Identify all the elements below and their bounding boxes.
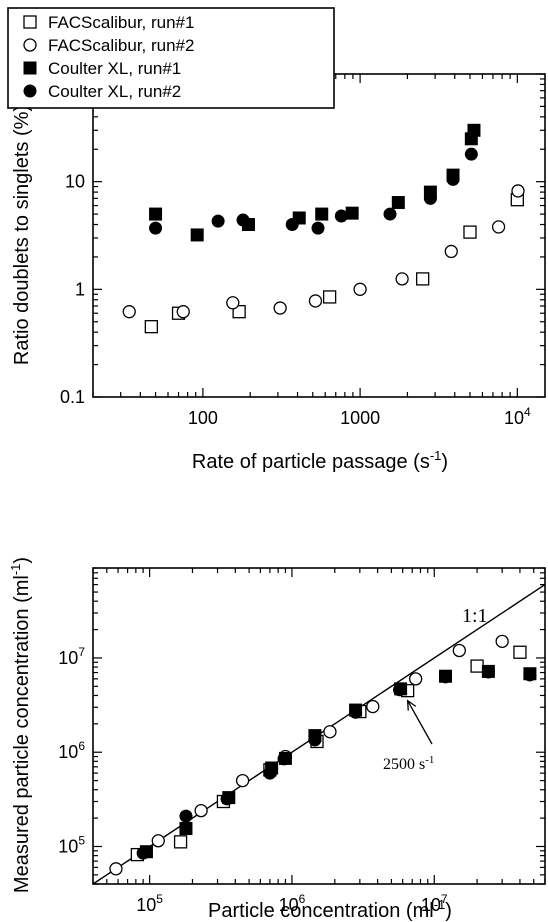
data-point <box>235 773 250 788</box>
data-point <box>285 218 299 232</box>
y-axis-label: Measured particle concentration (ml-1) <box>8 557 33 893</box>
data-point <box>179 809 193 823</box>
legend-box <box>7 7 335 109</box>
data-point <box>277 752 291 766</box>
y-tick-label: 107 <box>58 645 85 668</box>
y-tick-label: 0.1 <box>60 387 85 407</box>
data-point <box>308 733 322 747</box>
data-point <box>439 670 453 684</box>
data-point <box>311 221 325 235</box>
data-point <box>495 634 509 649</box>
data-point <box>383 207 397 221</box>
data-point <box>470 659 484 673</box>
x-tick-label: 1000 <box>340 408 380 428</box>
concentration-chart: 105 106 107 105 106 107 1:1 2500 s-1 Particl… <box>8 557 546 922</box>
data-point <box>263 766 277 780</box>
x-axis-ticks: 105 106 107 <box>92 568 546 915</box>
y-tick-label: 106 <box>58 739 85 762</box>
data-point <box>176 305 190 319</box>
data-point <box>232 305 246 319</box>
data-point <box>491 220 506 234</box>
data-point <box>353 282 367 296</box>
data-point <box>523 668 537 682</box>
data-point <box>334 209 348 223</box>
plot-frame <box>92 567 546 885</box>
data-point <box>423 191 437 205</box>
x-axis-label: Particle concentration (ml-1) <box>208 897 452 922</box>
data-point <box>149 221 163 235</box>
x-axis-ticks: 100 1000 104 <box>92 74 531 428</box>
x-tick-label: 100 <box>188 408 218 428</box>
data-point <box>366 699 380 714</box>
y-axis-ticks: 105 106 107 <box>58 567 545 885</box>
data-point <box>452 643 466 658</box>
data-point <box>151 834 165 848</box>
annotation-label: 2500 s-1 <box>383 754 434 773</box>
legend-label: FACScalibur, run#1 <box>48 13 194 32</box>
y-tick-label: 105 <box>58 833 85 856</box>
data-point <box>511 184 525 198</box>
data-point <box>467 123 481 137</box>
data-point <box>179 822 193 836</box>
legend-marker <box>23 38 37 52</box>
data-point <box>463 225 477 239</box>
x-tick-label: 104 <box>504 405 531 428</box>
data-point <box>408 672 423 686</box>
plot-frame <box>92 73 546 398</box>
x-axis-label: Rate of particle passage (s-1) <box>192 448 448 473</box>
y-tick-label: 10 <box>65 172 85 192</box>
data-point <box>395 272 409 286</box>
data-point <box>446 172 460 186</box>
x-tick-label: 106 <box>279 892 306 915</box>
data-point <box>513 645 527 659</box>
data-point <box>122 305 136 319</box>
data-point <box>464 147 478 161</box>
data-point <box>444 244 458 259</box>
data-point <box>345 206 359 220</box>
annotation-arrowhead <box>406 699 417 711</box>
data-point <box>481 665 495 679</box>
x-tick-label: 107 <box>421 892 448 915</box>
data-point <box>173 835 188 849</box>
y-axis-label: Ratio doublets to singlets (%) <box>11 105 33 365</box>
legend-label: Coulter XL, run#2 <box>48 82 181 101</box>
data-point <box>349 705 363 719</box>
x-tick-label: 105 <box>136 892 163 915</box>
legend-marker <box>23 61 37 75</box>
legend-label: Coulter XL, run#1 <box>48 59 181 78</box>
data-point <box>391 196 405 210</box>
data-point <box>322 290 337 304</box>
data-points <box>109 634 537 876</box>
data-point <box>226 296 240 310</box>
data-points <box>122 123 525 334</box>
data-point <box>308 294 323 308</box>
one-to-one-label: 1:1 <box>462 605 488 627</box>
data-point <box>136 846 150 860</box>
data-point <box>315 207 329 221</box>
data-point <box>109 862 123 876</box>
data-point <box>211 214 225 228</box>
data-point <box>194 803 208 818</box>
legend-label: FACScalibur, run#2 <box>48 36 194 55</box>
data-point <box>323 725 337 739</box>
legend: FACScalibur, run#1 FACScalibur, run#2 Coul… <box>7 7 335 109</box>
data-point <box>236 213 250 227</box>
legend-marker <box>23 84 37 98</box>
data-point <box>393 683 407 697</box>
data-point <box>190 228 204 242</box>
y-tick-label: 1 <box>75 279 85 299</box>
data-point <box>220 792 234 806</box>
annotation-arrow <box>407 700 433 745</box>
data-point <box>416 272 430 286</box>
data-point <box>273 301 287 315</box>
legend-marker <box>23 15 37 29</box>
data-point <box>149 207 163 221</box>
data-point <box>144 320 158 334</box>
